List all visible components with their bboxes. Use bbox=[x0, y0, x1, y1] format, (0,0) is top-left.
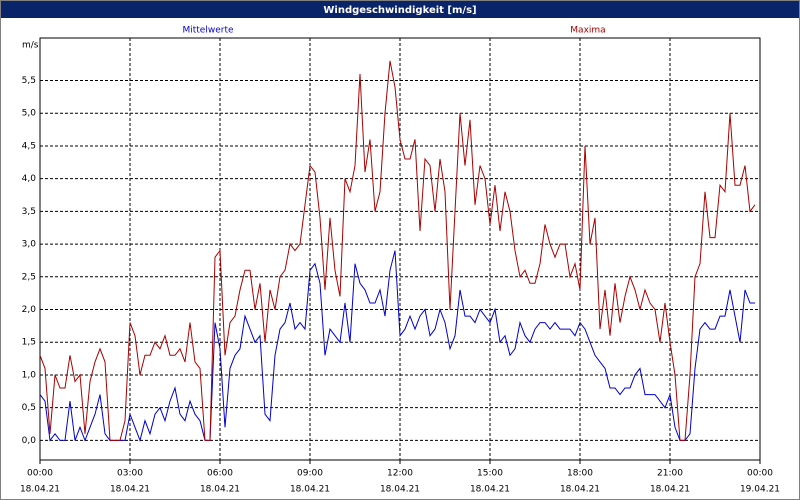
x-tick-label: 12:00 bbox=[387, 469, 413, 479]
x-tick-date: 18.04.21 bbox=[380, 485, 420, 495]
y-tick-label: 0,5 bbox=[22, 403, 36, 413]
y-tick-label: 3,0 bbox=[22, 240, 37, 250]
y-tick-label: 5,5 bbox=[22, 76, 36, 86]
y-tick-label: 1,5 bbox=[22, 338, 36, 348]
x-tick-label: 06:00 bbox=[207, 469, 233, 479]
x-tick-date: 18.04.21 bbox=[560, 485, 600, 495]
title-bar bbox=[1, 1, 799, 18]
x-tick-label: 21:00 bbox=[657, 469, 683, 479]
chart-title: Windgeschwindigkeit [m/s] bbox=[323, 5, 476, 16]
y-tick-label: 2,0 bbox=[22, 305, 37, 315]
x-tick-label: 00:00 bbox=[747, 469, 773, 479]
y-tick-label: 0,0 bbox=[22, 436, 37, 446]
x-tick-date: 18.04.21 bbox=[110, 485, 150, 495]
y-tick-label: 4,0 bbox=[22, 174, 37, 184]
x-tick-date: 18.04.21 bbox=[200, 485, 240, 495]
x-tick-date: 18.04.21 bbox=[20, 485, 60, 495]
y-tick-label: 2,5 bbox=[22, 272, 36, 282]
x-tick-date: 18.04.21 bbox=[290, 485, 330, 495]
x-tick-label: 18:00 bbox=[567, 469, 593, 479]
y-tick-label: 3,5 bbox=[22, 207, 36, 217]
x-tick-label: 03:00 bbox=[117, 469, 143, 479]
x-tick-label: 00:00 bbox=[27, 469, 53, 479]
series-line bbox=[39, 250, 755, 443]
x-tick-label: 15:00 bbox=[477, 469, 503, 479]
x-tick-label: 09:00 bbox=[297, 469, 323, 479]
y-tick-label: 4,5 bbox=[22, 141, 36, 151]
series-line bbox=[39, 60, 756, 441]
x-tick-date: 18.04.21 bbox=[470, 485, 510, 495]
y-tick-label: 5,0 bbox=[22, 109, 37, 119]
y-axis-label: m/s bbox=[22, 41, 39, 51]
x-tick-date: 19.04.21 bbox=[740, 485, 780, 495]
legend-label: Maxima bbox=[570, 26, 605, 36]
x-tick-date: 18.04.21 bbox=[650, 485, 690, 495]
y-tick-label: 1,0 bbox=[22, 370, 37, 380]
legend-label: Mittelwerte bbox=[182, 26, 233, 36]
